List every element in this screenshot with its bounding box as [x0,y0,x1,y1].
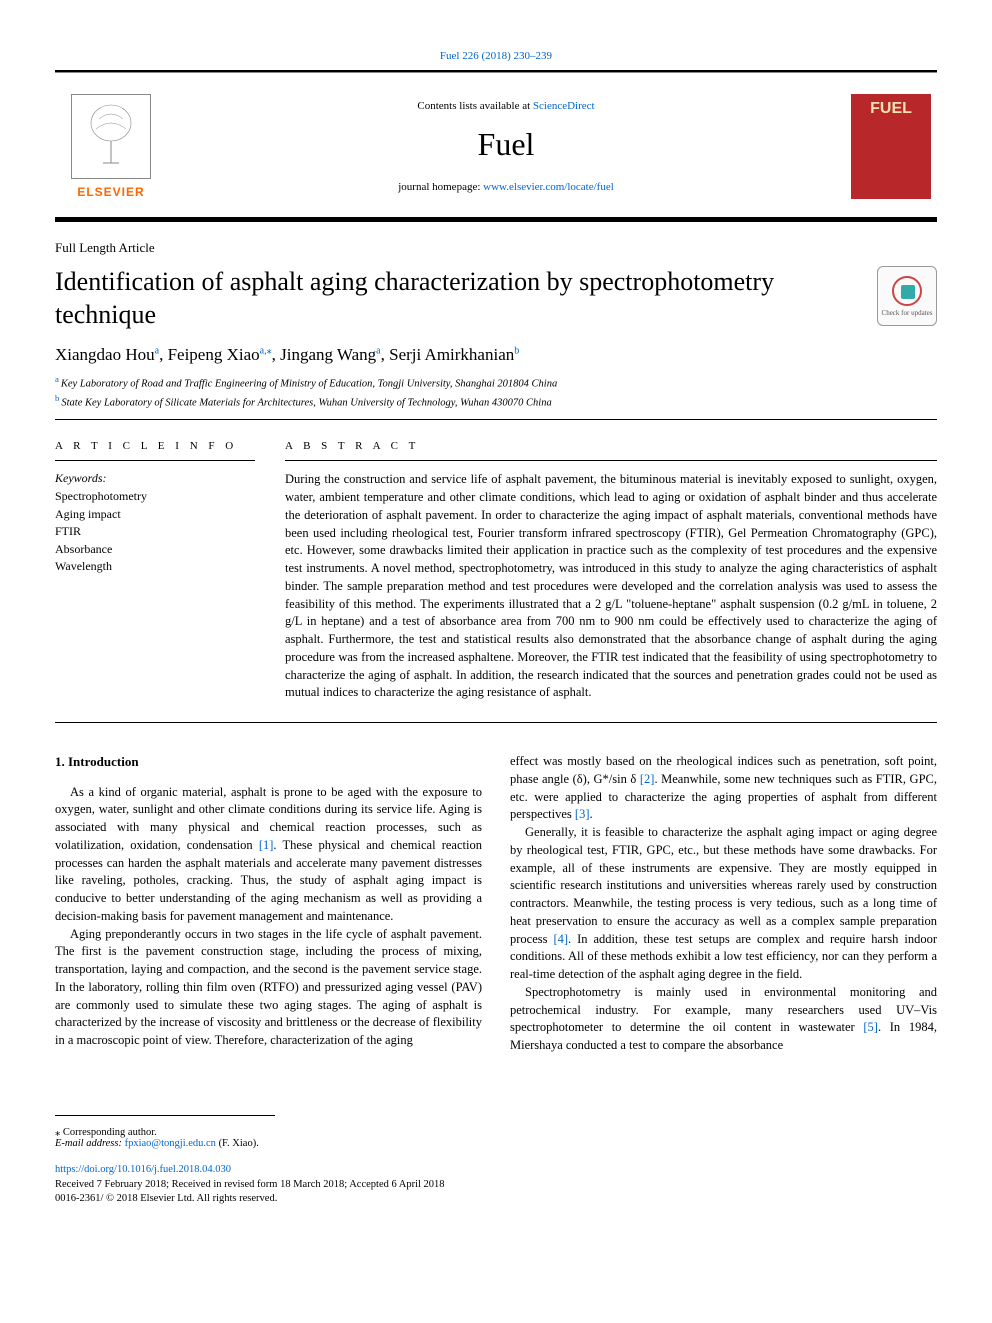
authors-line: Xiangdao Houa, Feipeng Xiaoa,⁎, Jingang … [55,345,937,365]
ref-link-4[interactable]: [4] [553,932,568,946]
journal-cover-thumbnail: FUEL [851,94,931,199]
ref-link-2[interactable]: [2] [640,772,655,786]
abstract-heading: A B S T R A C T [285,440,937,452]
ref-link-1[interactable]: [1] [259,838,274,852]
contents-prefix: Contents lists available at [417,100,532,112]
author-1-aff: a [155,345,159,356]
body-right-column: effect was mostly based on the rheologic… [510,753,937,1055]
affiliations: aKey Laboratory of Road and Traffic Engi… [55,373,937,411]
keywords-label: Keywords: [55,471,255,486]
aff-b-sup: b [55,393,59,403]
article-title: Identification of asphalt aging characte… [55,266,867,331]
email-label: E-mail address: [55,1138,125,1149]
journal-title: Fuel [175,126,837,163]
corresponding-author-note: ⁎ Corresponding author. [55,1126,937,1138]
keywords-list: Spectrophotometry Aging impact FTIR Abso… [55,488,255,575]
updates-icon [892,276,922,306]
updates-label: Check for updates [882,309,933,317]
keyword-2: Aging impact [55,506,255,523]
rp2b: . In addition, these test setups are com… [510,932,937,982]
aff-a-text: Key Laboratory of Road and Traffic Engin… [61,379,557,390]
aff-a-sup: a [55,374,59,384]
footnotes-rule [55,1115,275,1122]
author-2-aff: a, [260,345,267,356]
intro-heading: 1. Introduction [55,753,482,771]
right-para-3: Spectrophotometry is mainly used in envi… [510,984,937,1055]
contents-list-line: Contents lists available at ScienceDirec… [175,100,837,112]
ref-link-3[interactable]: [3] [575,807,590,821]
homepage-line: journal homepage: www.elsevier.com/locat… [175,181,837,193]
doi-link[interactable]: https://doi.org/10.1016/j.fuel.2018.04.0… [55,1164,231,1175]
right-para-1: effect was mostly based on the rheologic… [510,753,937,824]
author-4: Serji Amirkhanian [389,345,514,364]
elsevier-logo: ELSEVIER [61,81,161,211]
footnotes-block: ⁎ Corresponding author. E-mail address: … [55,1126,937,1149]
journal-reference: Fuel 226 (2018) 230–239 [55,50,937,62]
body-left-column: 1. Introduction As a kind of organic mat… [55,753,482,1055]
author-4-aff: b [514,345,519,356]
author-2: Feipeng Xiao [168,345,260,364]
copyright-line: 0016-2361/ © 2018 Elsevier Ltd. All righ… [55,1192,937,1207]
keyword-1: Spectrophotometry [55,488,255,505]
elsevier-tree-icon [71,94,151,179]
author-3-aff: a [376,345,380,356]
homepage-prefix: journal homepage: [398,181,483,193]
article-info-column: A R T I C L E I N F O Keywords: Spectrop… [55,440,255,702]
check-for-updates-badge[interactable]: Check for updates [877,266,937,326]
keyword-5: Wavelength [55,558,255,575]
intro-para-2: Aging preponderantly occurs in two stage… [55,926,482,1050]
intro-para-1: As a kind of organic material, asphalt i… [55,784,482,926]
received-line: Received 7 February 2018; Received in re… [55,1178,937,1193]
abstract-text: During the construction and service life… [285,471,937,702]
body-columns: 1. Introduction As a kind of organic mat… [55,753,937,1055]
homepage-link[interactable]: www.elsevier.com/locate/fuel [483,181,614,193]
right-para-2: Generally, it is feasible to characteriz… [510,824,937,984]
cover-title: FUEL [870,100,912,118]
keyword-3: FTIR [55,523,255,540]
abstract-column: A B S T R A C T During the construction … [285,440,937,702]
author-3: Jingang Wang [280,345,376,364]
article-type-label: Full Length Article [55,240,937,256]
ref-link-5[interactable]: [5] [863,1020,878,1034]
author-1: Xiangdao Hou [55,345,155,364]
rp1c: . [589,807,592,821]
author-2-corr: ⁎ [267,345,272,356]
journal-header: ELSEVIER Contents lists available at Sci… [55,75,937,217]
aff-b-text: State Key Laboratory of Silicate Materia… [61,398,551,409]
email-who: (F. Xiao). [216,1138,259,1149]
article-info-heading: A R T I C L E I N F O [55,440,255,452]
rp2a: Generally, it is feasible to characteriz… [510,825,937,946]
elsevier-wordmark: ELSEVIER [77,185,144,199]
sciencedirect-link[interactable]: ScienceDirect [533,100,595,112]
keyword-4: Absorbance [55,541,255,558]
doi-block: https://doi.org/10.1016/j.fuel.2018.04.0… [55,1163,937,1207]
email-link[interactable]: fpxiao@tongji.edu.cn [125,1138,216,1149]
